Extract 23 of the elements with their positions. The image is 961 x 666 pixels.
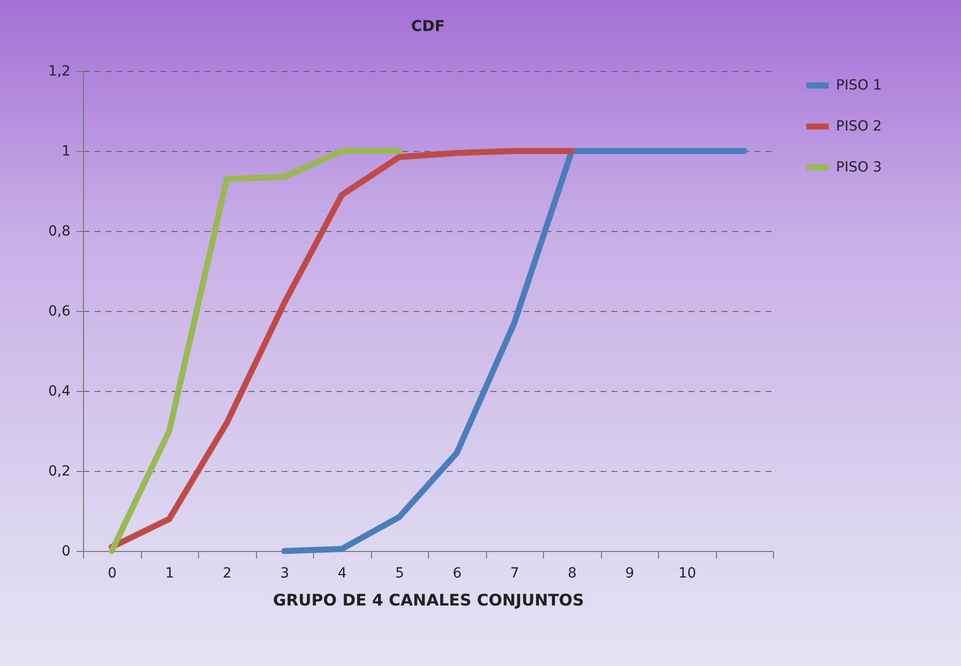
y-tick-label: 0,2 [48,464,70,480]
y-tick-label: 0,4 [48,384,71,400]
x-axis-title: GRUPO DE 4 CANALES CONJUNTOS [272,590,584,610]
x-tick-label: 1 [165,566,174,582]
x-tick-label: 9 [625,566,634,582]
x-tick-label: 8 [568,566,577,582]
x-tick-label: 6 [452,566,462,582]
x-tick-label: 3 [280,566,290,582]
y-tick-label: 1 [62,144,70,160]
y-tick-label: 0,6 [48,304,71,320]
y-tick-label: 1,2 [48,64,70,80]
legend-label: PISO 2 [836,118,882,134]
x-tick-label: 4 [338,566,347,582]
y-tick-label: 0 [62,544,70,560]
x-tick-label: 10 [678,566,696,582]
x-tick-label: 5 [395,566,404,582]
y-tick-label: 0,8 [48,224,70,240]
x-tick-label: 2 [222,566,232,582]
x-tick-label: 0 [108,566,117,582]
x-tick-label: 7 [510,566,520,582]
chart-title: CDF [411,17,445,35]
legend-label: PISO 3 [836,160,882,176]
legend-label: PISO 1 [836,78,882,94]
